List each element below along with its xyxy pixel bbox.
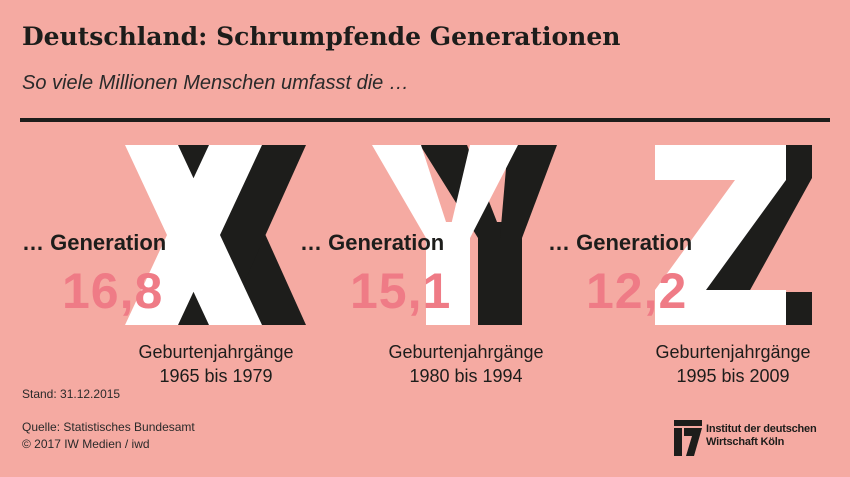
letter-z <box>655 145 812 325</box>
chart-title: Deutschland: Schrumpfende Generationen <box>22 22 621 51</box>
generation-x-years: Geburtenjahrgänge 1965 bis 1979 <box>138 342 294 386</box>
generation-y-years: Geburtenjahrgänge 1980 bis 1994 <box>388 342 544 386</box>
generation-y-label: … Generation Y <box>300 230 445 255</box>
generation-z-years: Geburtenjahrgänge 1995 bis 2009 <box>655 342 811 386</box>
iw-logo-text: Institut der deutschen Wirtschaft Köln <box>706 423 817 448</box>
source-note: Quelle: Statistisches Bundesamt © 2017 I… <box>22 419 195 453</box>
generation-y-value: 15,1 <box>350 263 452 319</box>
data-date-note: Stand: 31.12.2015 <box>22 387 121 401</box>
iw-logo: Institut der deutschen Wirtschaft Köln <box>672 418 832 458</box>
letter-x <box>125 145 306 325</box>
source-text: Quelle: Statistisches Bundesamt <box>22 420 195 434</box>
chart-subtitle: So viele Millionen Menschen umfasst die … <box>22 72 409 94</box>
copyright-text: © 2017 IW Medien / iwd <box>22 437 150 451</box>
generation-z-value: 12,2 <box>586 263 688 319</box>
generation-z-label: … Generation Z <box>548 230 693 255</box>
generation-x-label: … Generation X <box>22 230 167 255</box>
generation-x-value: 16,8 <box>62 263 164 319</box>
iw-logo-icon <box>674 420 702 456</box>
title-divider <box>20 118 830 122</box>
letter-y <box>372 145 557 325</box>
